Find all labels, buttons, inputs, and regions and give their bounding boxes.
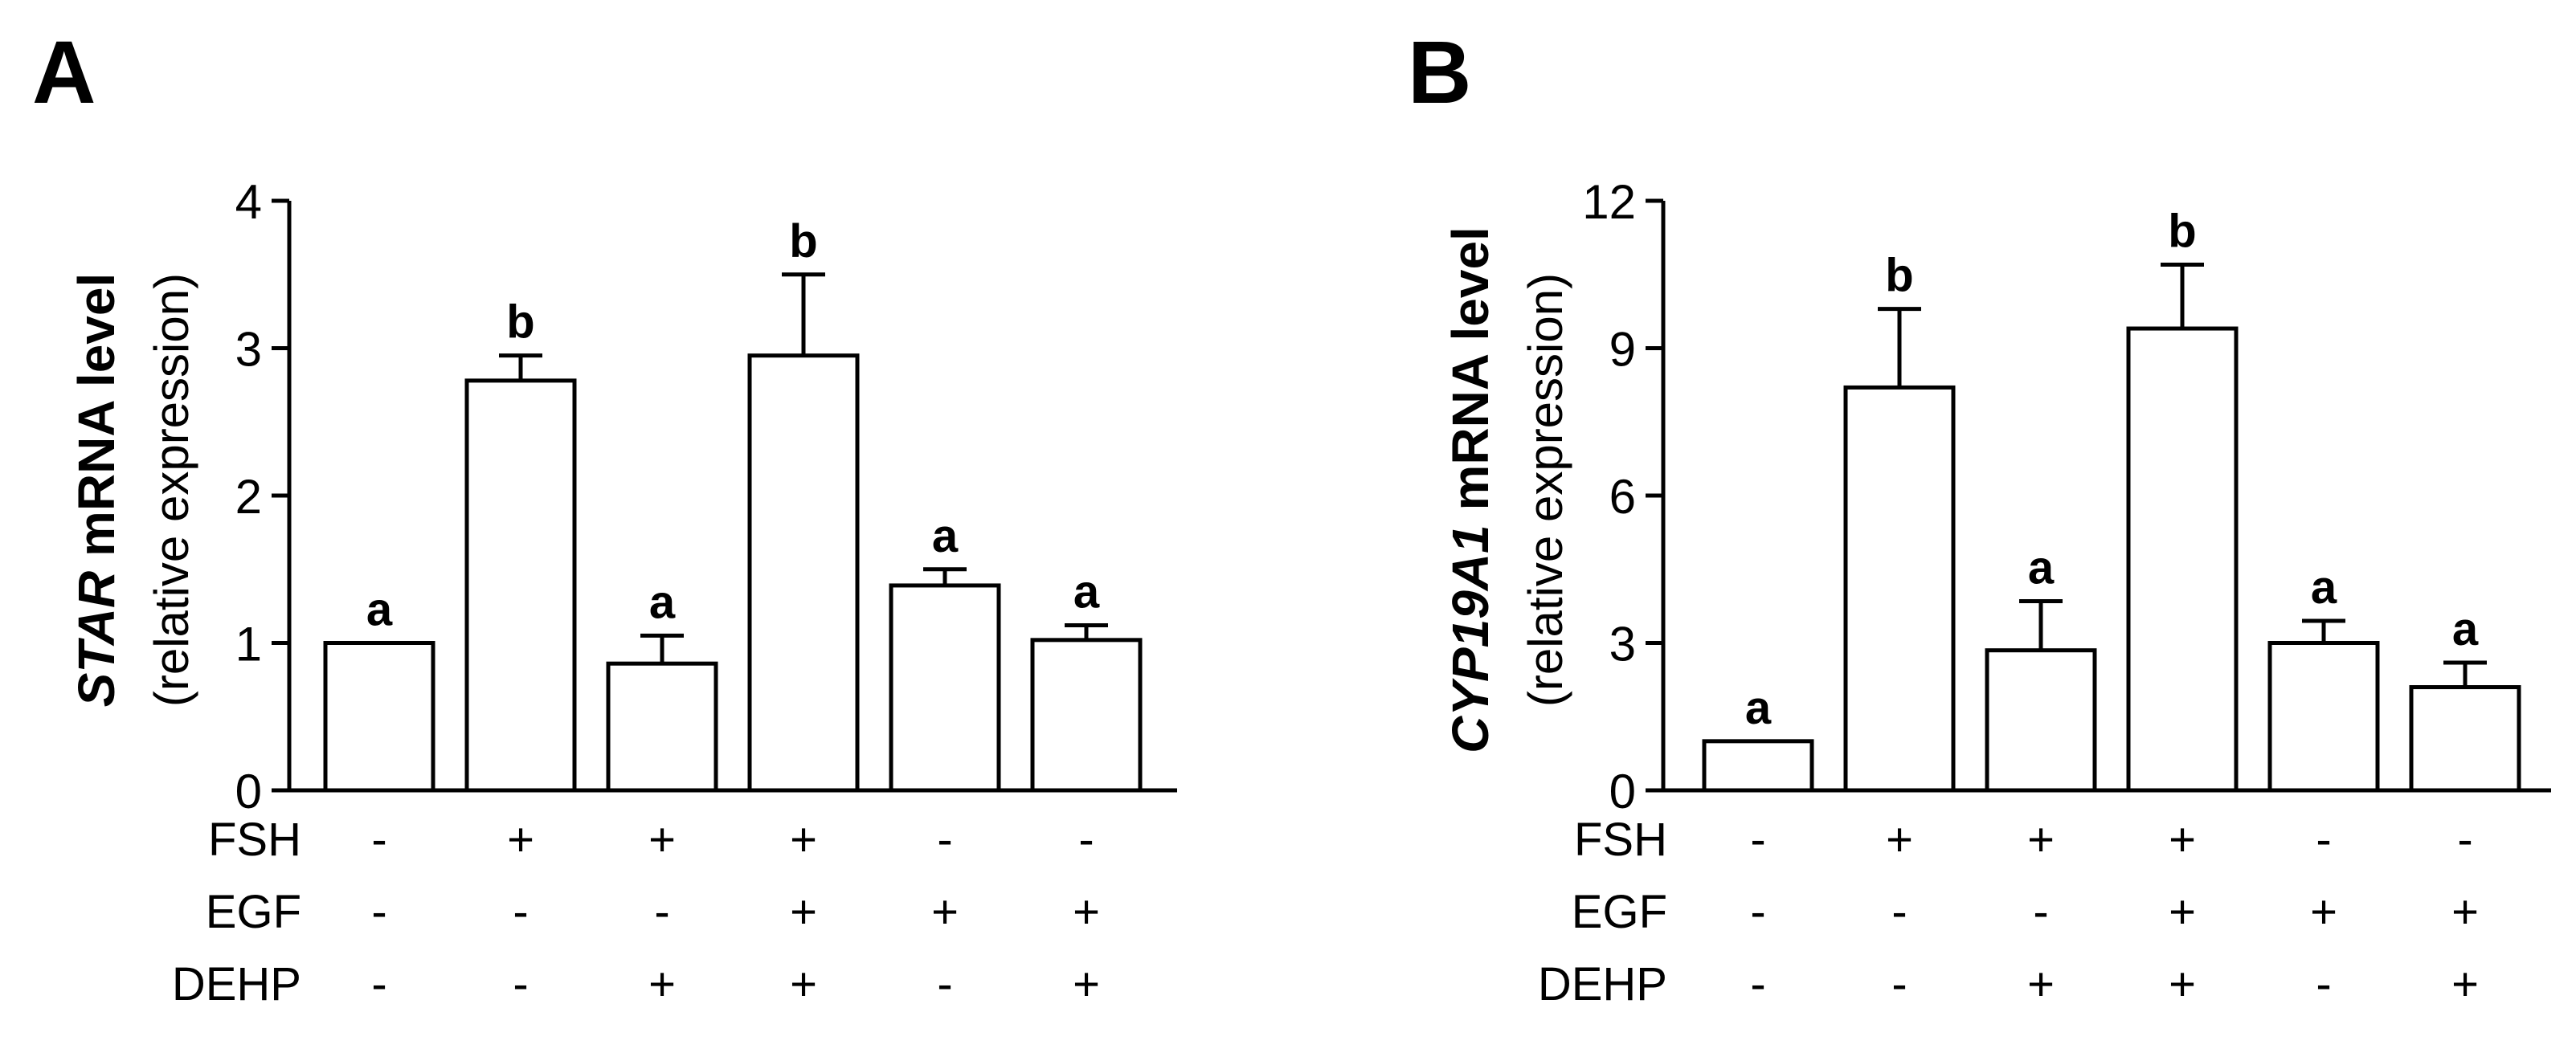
treatment-sign-a: - [513,958,528,1010]
treatment-sign-b: + [2451,886,2479,938]
bar-a [464,378,577,793]
bar-a [1030,638,1143,793]
treatment-sign-b: - [1750,886,1765,938]
treatment-name-b: DEHP [1538,958,1667,1010]
bar-b [1843,385,1956,793]
treatment-sign-b: - [1750,958,1765,1010]
y-tick-label-a: 0 [235,765,262,818]
significance-letter-a: a [1073,565,1100,618]
treatment-sign-a: - [371,886,386,938]
treatment-sign-b: + [2169,886,2196,938]
y-axis-measure-a: mRNA level [67,273,125,571]
treatment-sign-b: - [1891,886,1907,938]
y-axis-sublabel-b: (relative expression) [1519,273,1572,707]
y-axis-gene-a: STAR [67,571,125,707]
bar-a [747,353,860,793]
treatment-sign-b: + [2027,814,2055,866]
treatment-sign-a: - [371,814,386,866]
treatment-name-a: DEHP [172,958,301,1010]
treatment-sign-a: - [654,886,669,938]
treatment-sign-a: - [371,958,386,1010]
treatment-sign-a: + [790,814,817,866]
treatment-sign-b: + [2310,886,2337,938]
y-axis-label-a: STAR mRNA level [67,273,125,708]
significance-letter-b: b [2168,206,2196,258]
treatment-sign-a: + [1073,886,1100,938]
treatment-sign-b: - [1891,958,1907,1010]
significance-letter-b: a [2311,561,2337,614]
treatment-name-a: EGF [206,886,301,938]
y-tick-label-a: 3 [235,323,262,377]
y-tick-label-b: 0 [1609,765,1636,818]
treatment-sign-a: - [937,958,952,1010]
y-tick-label-b: 3 [1609,618,1636,671]
bar-a [606,661,718,793]
bar-b [2126,326,2239,793]
significance-letter-a: a [366,584,393,636]
significance-letter-b: a [2452,603,2479,655]
treatment-sign-a: - [513,886,528,938]
plot-area-b: 0 3 6 9 12 a b a b a a FSH - + + + - - EGF - - - + + + DEHP - - + + - + [1538,175,2551,1010]
treatment-sign-b: + [2451,958,2479,1010]
treatment-name-b: EGF [1572,886,1667,938]
significance-letter-a: b [506,296,534,349]
treatment-sign-a: + [648,958,676,1010]
bar-b [1702,739,1814,793]
treatment-sign-a: + [790,958,817,1010]
treatment-sign-b: + [2027,958,2055,1010]
bar-a [889,583,1001,793]
significance-letter-a: a [932,510,959,562]
significance-letter-a: a [649,576,676,628]
treatment-sign-b: - [2457,814,2472,866]
treatment-sign-a: + [790,886,817,938]
treatment-sign-b: - [2033,886,2048,938]
y-tick-label-b: 9 [1609,323,1636,377]
bar-b [2409,685,2521,793]
y-axis-label-b: CYP19A1 mRNA level [1441,226,1499,753]
treatment-sign-b: + [2169,958,2196,1010]
y-tick-label-a: 2 [235,470,262,524]
treatment-sign-a: + [1073,958,1100,1010]
significance-letter-b: a [2028,542,2055,594]
panel-label-b: B [1408,23,1471,122]
plot-area-a: 0 1 2 3 4 a b a b a a FSH - + + + - - EGF - - - + + + DEHP - - + + - + [172,175,1177,1010]
y-tick-label-b: 6 [1609,470,1636,524]
treatment-name-a: FSH [208,814,301,866]
treatment-sign-b: - [2316,958,2331,1010]
bar-a [323,641,435,793]
y-axis-measure-b: mRNA level [1441,226,1499,524]
treatment-sign-a: - [1078,814,1094,866]
treatment-sign-a: + [931,886,959,938]
treatment-sign-a: - [937,814,952,866]
treatment-sign-b: + [2169,814,2196,866]
bar-b [2267,641,2380,793]
treatment-sign-a: + [507,814,534,866]
treatment-name-b: FSH [1574,814,1667,866]
treatment-sign-b: + [1886,814,1913,866]
y-axis-gene-b: CYP19A1 [1441,524,1499,753]
significance-letter-b: a [1745,682,1772,734]
treatment-sign-b: - [1750,814,1765,866]
y-tick-label-a: 4 [235,175,262,229]
treatment-sign-a: + [648,814,676,866]
y-tick-label-a: 1 [235,618,262,671]
y-axis-sublabel-a: (relative expression) [145,273,198,707]
significance-letter-b: b [1885,250,1913,302]
treatment-sign-b: - [2316,814,2331,866]
y-tick-label-b: 12 [1582,175,1636,229]
panel-label-a: A [32,23,96,122]
bar-b [1985,648,2097,793]
significance-letter-a: b [789,215,817,267]
